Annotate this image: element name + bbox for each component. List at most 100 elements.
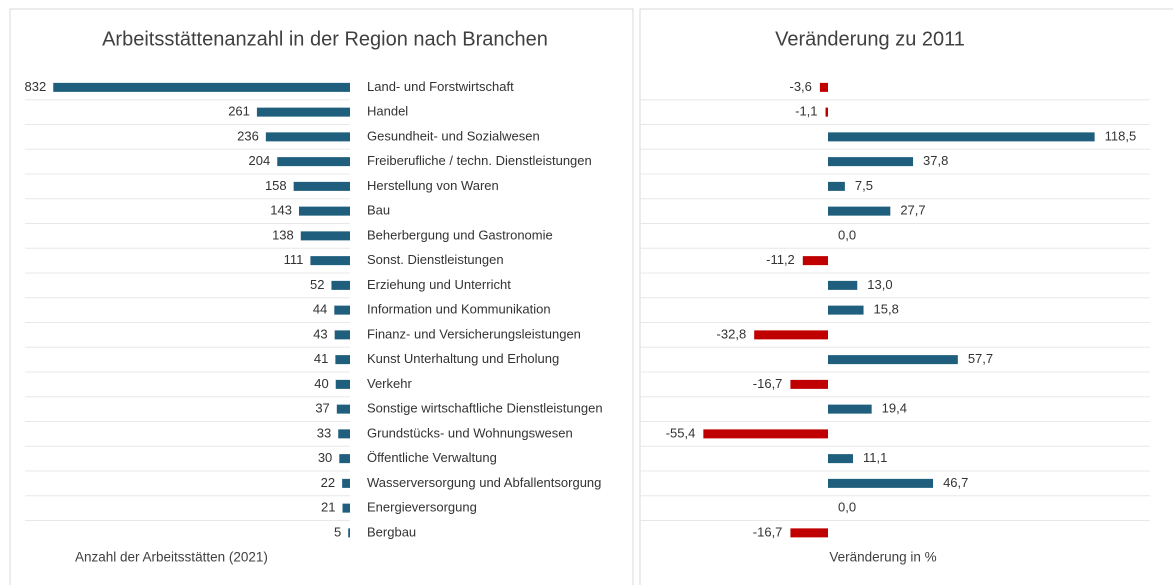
bar [342, 478, 350, 488]
value-label: 0,0 [838, 500, 856, 515]
value-label: 15,8 [874, 302, 899, 317]
bar [331, 280, 350, 290]
value-label: 158 [265, 178, 287, 193]
bar [293, 181, 350, 191]
value-label: -16,7 [753, 376, 783, 391]
bar [334, 330, 350, 340]
bar [802, 256, 828, 266]
bar [828, 355, 958, 365]
bar [265, 132, 350, 142]
bar [828, 157, 914, 167]
panel-border [9, 8, 634, 585]
category-label: Gesundheit- und Sozialwesen [367, 128, 540, 143]
bar [339, 454, 350, 464]
value-label: 7,5 [855, 178, 873, 193]
value-label: 111 [284, 252, 304, 267]
bar [828, 181, 845, 191]
bar [828, 132, 1095, 142]
value-label: 19,4 [882, 401, 907, 416]
value-label: 5 [334, 524, 341, 539]
value-label: 118,5 [1105, 128, 1137, 143]
bar [828, 454, 853, 464]
value-label: 21 [321, 500, 335, 515]
value-label: 43 [313, 326, 327, 341]
value-label: 46,7 [943, 475, 968, 490]
value-label: 143 [270, 203, 292, 218]
value-label: 0,0 [838, 227, 856, 242]
value-label: 40 [314, 376, 328, 391]
bar [338, 429, 350, 439]
chart-title: Arbeitsstättenanzahl in der Region nach … [102, 28, 548, 50]
category-label: Sonstige wirtschaftliche Dienstleistunge… [367, 401, 603, 416]
axis-label: Anzahl der Arbeitsstätten (2021) [75, 550, 268, 565]
bar [828, 404, 872, 414]
value-label: 37,8 [923, 153, 948, 168]
bar [754, 330, 828, 340]
bar [310, 256, 350, 266]
bar [828, 305, 864, 315]
value-label: 33 [317, 425, 331, 440]
category-label: Verkehr [367, 376, 412, 391]
bar [825, 107, 828, 117]
value-label: 138 [272, 227, 294, 242]
category-label: Energieversorgung [367, 500, 477, 515]
value-label: 22 [321, 475, 335, 490]
value-label: 44 [313, 302, 327, 317]
value-label: 11,1 [863, 450, 887, 465]
bar [298, 206, 350, 216]
value-label: -16,7 [753, 524, 783, 539]
category-label: Wasserversorgung und Abfallentsorgung [367, 475, 601, 490]
value-label: 57,7 [968, 351, 993, 366]
value-label: -55,4 [666, 425, 696, 440]
value-label: 236 [237, 128, 259, 143]
bar [790, 528, 828, 538]
chart-title: Veränderung zu 2011 [775, 28, 965, 50]
value-label: 30 [318, 450, 332, 465]
category-label: Erziehung und Unterricht [367, 277, 511, 292]
value-label: 27,7 [900, 203, 925, 218]
bar [335, 379, 350, 389]
bar [819, 82, 828, 92]
category-label: Handel [367, 104, 408, 119]
category-label: Herstellung von Waren [367, 178, 499, 193]
category-label: Information und Kommunikation [367, 302, 551, 317]
value-label: -11,2 [766, 252, 795, 267]
value-label: 52 [310, 277, 324, 292]
category-label: Sonst. Dienstleistungen [367, 252, 504, 267]
value-label: 261 [228, 104, 250, 119]
value-label: 13,0 [867, 277, 892, 292]
value-label: -3,6 [789, 79, 811, 94]
bar [828, 280, 858, 290]
bar [277, 157, 350, 167]
category-label: Bau [367, 203, 390, 218]
category-label: Freiberufliche / techn. Dienstleistungen [367, 153, 592, 168]
category-label: Finanz- und Versicherungsleistungen [367, 326, 581, 341]
bar [256, 107, 350, 117]
category-label: Beherbergung und Gastronomie [367, 227, 553, 242]
category-label: Bergbau [367, 524, 416, 539]
bar [342, 503, 350, 513]
bar [334, 305, 350, 315]
axis-label: Veränderung in % [829, 550, 936, 565]
bar [53, 82, 351, 92]
value-label: -1,1 [795, 104, 817, 119]
bar [790, 379, 828, 389]
bar [300, 231, 350, 241]
category-label: Öffentliche Verwaltung [367, 450, 497, 465]
category-label: Kunst Unterhaltung und Erholung [367, 351, 559, 366]
bar [335, 355, 350, 365]
bar [336, 404, 350, 414]
bar [828, 206, 891, 216]
value-label: 204 [249, 153, 271, 168]
category-label: Land- und Forstwirtschaft [367, 79, 514, 94]
value-label: -32,8 [717, 326, 747, 341]
value-label: 832 [25, 79, 47, 94]
value-label: 41 [314, 351, 328, 366]
bar [703, 429, 828, 439]
category-label: Grundstücks- und Wohnungswesen [367, 425, 573, 440]
bar [828, 478, 934, 488]
bar [348, 528, 350, 538]
panel-border [639, 8, 1173, 585]
